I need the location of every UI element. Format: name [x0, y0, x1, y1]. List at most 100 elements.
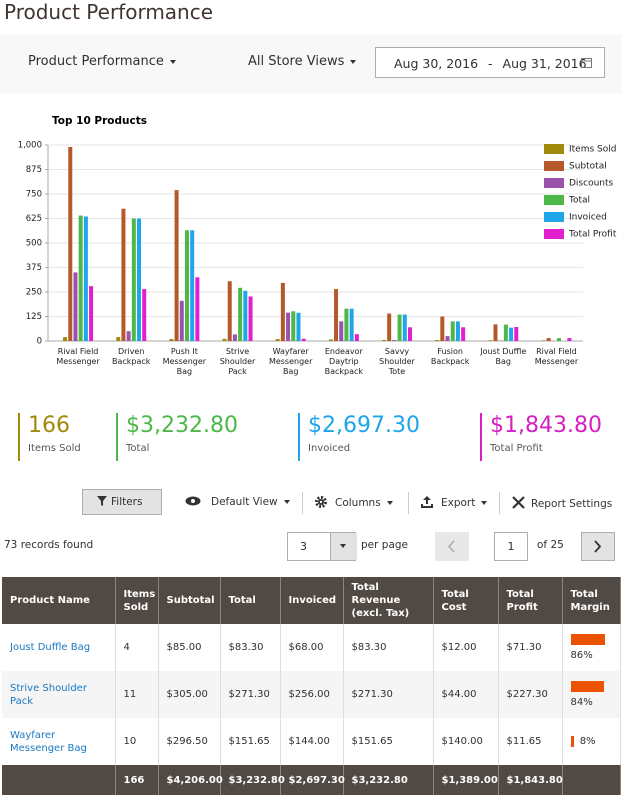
bar: [381, 340, 386, 341]
summary-value: 166: [28, 413, 70, 438]
column-header[interactable]: Total Revenue (excl. Tax): [343, 577, 434, 624]
table-cell: $151.65: [343, 718, 434, 765]
table-cell: $227.30: [498, 671, 563, 718]
export-icon: [421, 496, 433, 508]
table-cell[interactable]: Wayfarer Messenger Bag: [2, 718, 116, 765]
bar: [557, 338, 562, 341]
bar: [488, 340, 493, 341]
bar: [349, 308, 354, 341]
header-row: Product Name Items Sold Subtotal Total Invoi…: [2, 577, 621, 624]
page-size: 3: [300, 540, 307, 553]
separator: [302, 492, 303, 514]
table-cell: $71.30: [498, 624, 563, 671]
table-cell: $151.65: [220, 718, 281, 765]
column-header[interactable]: Total Margin: [562, 577, 621, 624]
view-dropdown[interactable]: Default View: [185, 496, 290, 508]
bar: [73, 272, 78, 341]
table-cell: [2, 765, 116, 795]
prev-page[interactable]: [435, 532, 469, 561]
column-header[interactable]: Subtotal: [158, 577, 221, 624]
x-tick-label: Driven Backpack: [112, 347, 151, 366]
date-picker[interactable]: Aug 30, 2016 - Aug 31, 2016: [375, 47, 605, 78]
bar: [126, 331, 131, 341]
column-header[interactable]: Invoiced: [280, 577, 344, 624]
legend-swatch: [544, 144, 564, 154]
margin-cell: 8%: [562, 718, 621, 765]
report-settings[interactable]: Report Settings: [512, 496, 612, 510]
export-dropdown[interactable]: Export: [421, 496, 488, 509]
chart: Top 10 Products 0 125 250 375 500 625 750 875 1,…: [18, 115, 617, 347]
bar: [68, 146, 73, 341]
summary-value: $3,232.80: [126, 413, 238, 438]
bar: [328, 339, 333, 341]
bar: [450, 321, 455, 341]
bar: [514, 327, 519, 341]
calendar-icon: [581, 58, 592, 68]
records-count: 73 records found: [4, 539, 94, 551]
total-cell: 166: [115, 765, 159, 795]
column-header[interactable]: Total: [220, 577, 281, 624]
table-cell: 10: [115, 718, 159, 765]
bar: [89, 286, 94, 341]
summary-label: Total Profit: [490, 443, 543, 454]
x-tick-label: Wayfarer Messenger Bag: [268, 347, 313, 376]
next-icon: [594, 540, 602, 553]
table-cell: $144.00: [280, 718, 344, 765]
x-tick-label: Savvy Shoulder Tote: [379, 347, 415, 376]
columns-dropdown[interactable]: Columns: [315, 496, 393, 509]
table-cell[interactable]: Strive Shoulder Pack: [2, 671, 116, 718]
total-cell: $1,389.00: [433, 765, 499, 795]
table-cell[interactable]: Joust Duffle Bag: [2, 624, 116, 671]
separator: [499, 492, 500, 514]
date-from: Aug 30, 2016: [394, 56, 479, 71]
bar: [131, 218, 136, 341]
bar: [392, 340, 397, 341]
wrench-icon: [512, 496, 525, 509]
bar: [334, 289, 339, 341]
gear-icon: [315, 496, 327, 508]
table-row: Strive Shoulder Pack 11 $305.00 $271.30 $256…: [2, 671, 621, 718]
bar: [121, 208, 126, 341]
report-dropdown[interactable]: Product Performance: [28, 54, 176, 69]
filters-button[interactable]: Filters: [82, 489, 162, 515]
bar: [546, 338, 551, 341]
view-label: Default View: [211, 496, 278, 508]
table-cell: $296.50: [158, 718, 221, 765]
table-cell: $305.00: [158, 671, 221, 718]
margin-bar: [570, 633, 605, 645]
table-cell: $11.65: [498, 718, 563, 765]
x-tick-label: Rival Field Messenger: [534, 347, 579, 366]
separator: [408, 492, 409, 514]
export-label: Export: [441, 497, 476, 509]
bar: [248, 296, 253, 341]
date-separator: -: [488, 56, 493, 71]
summary-item: $2,697.30 Invoiced: [298, 413, 420, 461]
y-tick-label: 125: [26, 312, 42, 322]
total-cell: $4,206.00: [158, 765, 223, 795]
y-tick-label: 375: [26, 263, 42, 273]
column-header[interactable]: Product Name: [2, 577, 116, 624]
page-size-select[interactable]: 3: [287, 532, 357, 561]
summary-value: $1,843.80: [490, 413, 602, 438]
total-cell: $3,232.80: [343, 765, 434, 795]
bar: [137, 218, 142, 341]
bar: [407, 327, 412, 341]
funnel-icon: [97, 496, 107, 506]
next-page[interactable]: [581, 532, 615, 561]
total-cell: $3,232.80: [220, 765, 285, 795]
bar: [190, 230, 195, 341]
summary-item: 166 Items Sold: [18, 413, 81, 461]
column-header[interactable]: Total Cost: [433, 577, 499, 624]
table-cell: $271.30: [343, 671, 434, 718]
column-header[interactable]: Items Sold: [115, 577, 159, 624]
summary-value: $2,697.30: [308, 413, 420, 438]
date-to: Aug 31, 2016: [502, 56, 587, 71]
page-input[interactable]: 1: [494, 532, 528, 561]
report-label: Product Performance: [28, 54, 164, 69]
store-dropdown[interactable]: All Store Views: [248, 54, 357, 69]
bar: [275, 339, 280, 341]
y-tick-label: 875: [26, 165, 42, 175]
column-header[interactable]: Total Profit: [498, 577, 563, 624]
margin-cell: 84%: [562, 671, 621, 718]
